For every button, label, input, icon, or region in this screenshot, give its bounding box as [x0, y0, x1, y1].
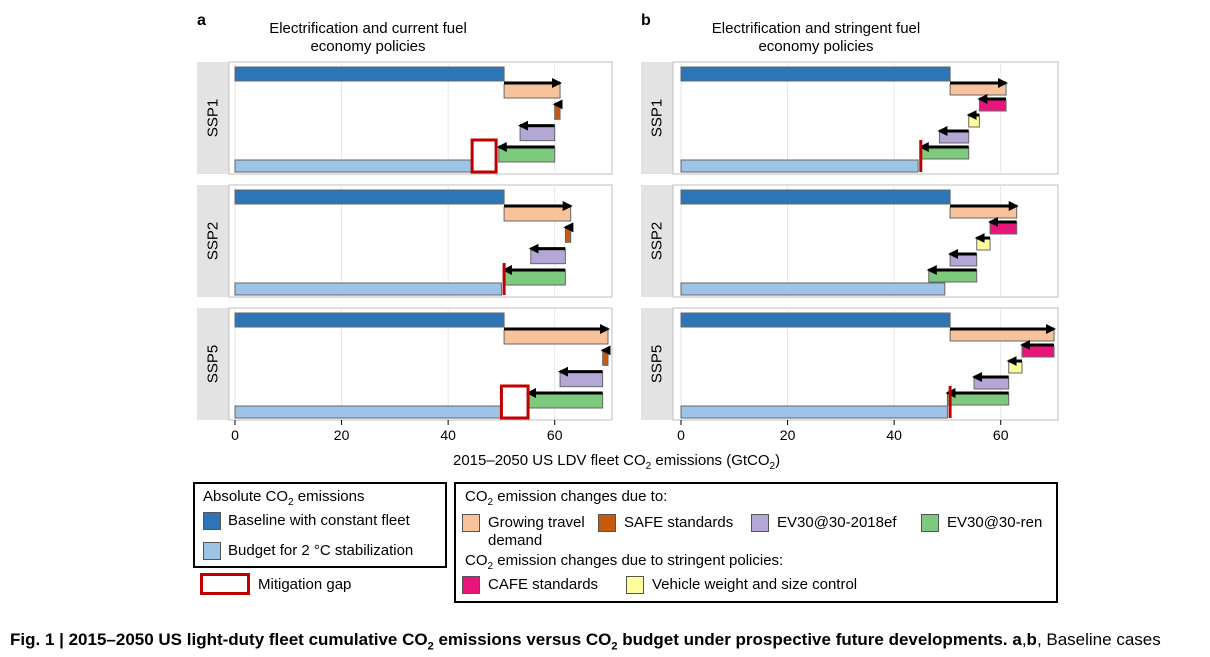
- cafe-bar: [1021, 345, 1055, 358]
- x-tick-label: 40: [886, 427, 902, 443]
- growing-bar: [949, 329, 1055, 342]
- legend-cafe-label: CAFE standards: [488, 576, 599, 593]
- budget-bar: [680, 159, 919, 173]
- growing-bar: [503, 83, 561, 99]
- legend-ev-ren-label: EV30@30-ren: [947, 514, 1043, 531]
- ev_ef-bar: [559, 372, 604, 388]
- budget-bar: [680, 282, 946, 296]
- legend-budget-label: Budget for 2 °C stabilization: [228, 542, 414, 559]
- legend-ev-ren-swatch: [921, 514, 939, 532]
- x-tick-label: 0: [231, 427, 239, 443]
- ev_ef-bar: [519, 126, 556, 142]
- safe-bar: [554, 104, 561, 120]
- facet-strip-b-ssp1: SSP1: [641, 62, 673, 174]
- ev_ef-bar: [949, 254, 978, 267]
- safe-bar: [564, 227, 572, 243]
- legend-absolute-title: Absolute CO2 emissions: [203, 488, 365, 508]
- ev_ren-bar: [498, 147, 556, 163]
- legend-weight-swatch: [626, 576, 644, 594]
- legend-gap-swatch: [200, 573, 250, 595]
- x-tick-label: 60: [547, 427, 563, 443]
- ev_ef-bar: [530, 249, 566, 265]
- x-tick-label: 40: [440, 427, 456, 443]
- safe-bar: [602, 350, 609, 366]
- facet-strip-b-ssp2: SSP2: [641, 185, 673, 297]
- figure-caption: Fig. 1 | 2015–2050 US light-duty fleet c…: [10, 630, 1161, 653]
- weight-bar: [1008, 361, 1023, 374]
- weight-bar: [976, 238, 991, 251]
- legend-baseline-label: Baseline with constant fleet: [228, 512, 410, 529]
- baseline-bar: [234, 189, 505, 205]
- ev_ef-bar: [973, 377, 1010, 390]
- baseline-bar: [234, 66, 505, 82]
- legend-changes: CO2 emission changes due to: Growing tra…: [454, 482, 1058, 603]
- growing-bar: [949, 83, 1007, 96]
- baseline-bar: [680, 66, 951, 82]
- legend-growing-label: Growing travel demand: [488, 514, 585, 549]
- legend-absolute: Absolute CO2 emissions Baseline with con…: [193, 482, 447, 568]
- budget-bar: [234, 159, 473, 173]
- ev_ef-bar: [938, 131, 970, 144]
- x-tick-label: 20: [780, 427, 796, 443]
- legend-weight-label: Vehicle weight and size control: [652, 576, 858, 593]
- x-tick-label: 60: [993, 427, 1009, 443]
- mitigation-gap: [470, 138, 498, 174]
- baseline-bar: [680, 189, 951, 205]
- budget-bar: [680, 405, 948, 419]
- cafe-bar: [989, 222, 1018, 235]
- baseline-bar: [234, 312, 505, 328]
- panel-b-letter: b: [641, 12, 651, 29]
- mitigation-gap: [499, 384, 530, 420]
- legend-safe-label: SAFE standards: [624, 514, 734, 531]
- weight-bar: [968, 115, 980, 128]
- legend-budget-swatch: [203, 542, 221, 560]
- budget-bar: [234, 282, 502, 296]
- facet-strip-b-ssp5: SSP5: [641, 308, 673, 420]
- legend-growing-swatch: [462, 514, 480, 532]
- ev_ren-bar: [920, 147, 970, 160]
- ev_ren-bar: [928, 270, 978, 283]
- growing-bar: [503, 329, 609, 345]
- legend-gap-label: Mitigation gap: [258, 576, 352, 593]
- panel-b-title: Electrification and stringent fuel econo…: [711, 20, 921, 55]
- facet-strip-a-ssp5: SSP5: [197, 308, 229, 420]
- x-axis-title: 2015–2050 US LDV fleet CO2 emissions (Gt…: [453, 452, 781, 472]
- emissions-chart: 0 20 40 60 0 20 40 60: [228, 61, 1059, 443]
- facet-strip-a-ssp2: SSP2: [197, 185, 229, 297]
- panel-a-title: Electrification and current fuel economy…: [269, 20, 467, 55]
- x-tick-label: 0: [677, 427, 685, 443]
- x-tick-label: 20: [334, 427, 350, 443]
- legend-changes-title: CO2 emission changes due to:: [465, 488, 668, 508]
- legend-baseline-swatch: [203, 512, 221, 530]
- growing-bar: [949, 206, 1018, 219]
- ev_ren-bar: [527, 393, 604, 409]
- legend-ev-ef-swatch: [751, 514, 769, 532]
- ev_ren-bar: [946, 393, 1010, 406]
- growing-bar: [503, 206, 572, 222]
- cafe-bar: [978, 99, 1007, 112]
- legend-stringent-title: CO2 emission changes due to stringent po…: [465, 552, 784, 572]
- legend-safe-swatch: [598, 514, 616, 532]
- facet-strip-a-ssp1: SSP1: [197, 62, 229, 174]
- baseline-bar: [680, 312, 951, 328]
- legend-ev-ef-label: EV30@30-2018ef: [777, 514, 897, 531]
- ev_ren-bar: [503, 270, 566, 286]
- panel-a-letter: a: [197, 12, 206, 29]
- legend-cafe-swatch: [462, 576, 480, 594]
- budget-bar: [234, 405, 502, 419]
